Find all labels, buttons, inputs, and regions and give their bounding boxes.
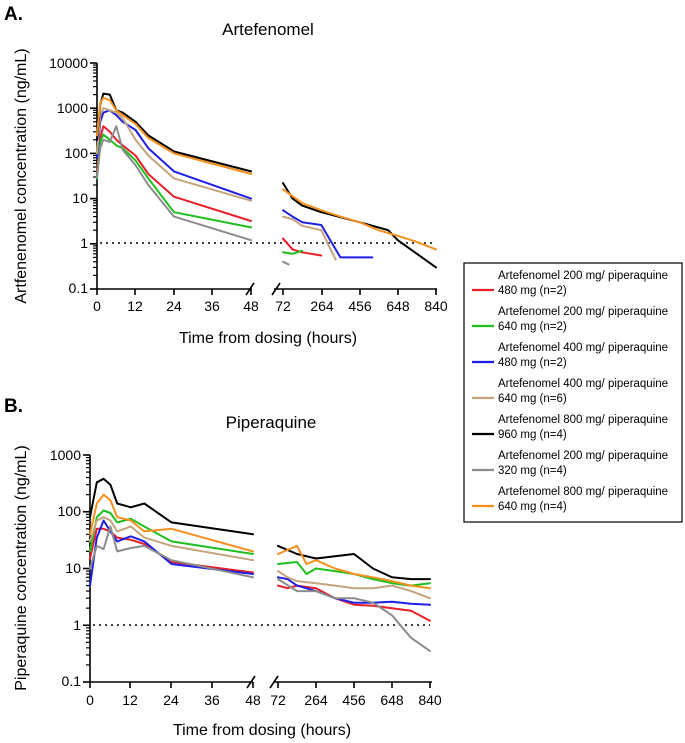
- legend-entry-label: 480 mg (n=2): [498, 357, 567, 369]
- y-tick-label: 10: [65, 560, 81, 576]
- panel-a-x-axis: 0 12 24 36 48 72 264 456 648 840: [93, 282, 448, 314]
- x-tick-label: 264: [304, 692, 328, 708]
- series-line: [282, 188, 437, 251]
- y-tick-label: 1: [73, 617, 81, 633]
- panel-a-y-axis-label: Artfenenomel concentration (ng/mL): [13, 48, 30, 303]
- series-line: [89, 477, 254, 536]
- legend-entry-label: 640 mg (n=6): [498, 393, 567, 405]
- legend-entry-label: Artefenomel 800 mg/ piperaquine: [498, 414, 668, 426]
- x-tick-label: 0: [93, 298, 101, 314]
- series-line: [96, 125, 252, 242]
- series-line: [89, 493, 254, 553]
- panel-b-letter: B.: [4, 396, 23, 417]
- series-line: [96, 133, 252, 229]
- panel-b-y-axis-label: Piperaquine concentration (ng/mL): [13, 445, 30, 690]
- series-line: [277, 570, 431, 600]
- series-line: [96, 92, 252, 173]
- x-tick-label: 72: [275, 298, 291, 314]
- series-line: [282, 260, 290, 266]
- legend-entry-label: Artefenomel 400 mg/ piperaquine: [498, 378, 668, 390]
- x-tick-label: 456: [348, 298, 372, 314]
- series-line: [89, 525, 254, 579]
- x-tick-label: 648: [386, 298, 410, 314]
- series-line: [277, 561, 431, 587]
- series-line: [96, 96, 252, 175]
- panel-b-x-axis: 0 12 24 36 48 72 264 456 648 840: [86, 675, 442, 708]
- x-tick-label: 72: [270, 692, 286, 708]
- panel-a-y-axis: 10000 1000 100 10 1 0.1: [49, 55, 98, 296]
- legend-entry-label: Artefenomel 200 mg/ piperaquine: [498, 306, 668, 318]
- y-tick-label: 100: [65, 145, 89, 161]
- x-tick-label: 12: [127, 298, 143, 314]
- x-tick-label: 36: [204, 692, 220, 708]
- legend-entry-label: 480 mg (n=2): [498, 285, 567, 297]
- panel-b-x-axis-label: Time from dosing (hours): [173, 722, 351, 739]
- y-tick-label: 10000: [49, 55, 88, 71]
- legend-entry-label: Artefenomel 800 mg/ piperaquine: [498, 486, 668, 498]
- x-tick-label: 648: [380, 692, 404, 708]
- series-line: [96, 107, 252, 202]
- series-line: [277, 578, 431, 653]
- y-tick-label: 10: [72, 190, 88, 206]
- panel-b: B. Piperaquine 1000 100 10 1 0.1 Piperaq…: [4, 396, 442, 739]
- legend-entry-label: Artefenomel 200 mg/ piperaquine: [498, 270, 668, 282]
- series-line: [282, 249, 304, 255]
- series-line: [96, 125, 252, 222]
- y-tick-label: 1: [80, 235, 88, 251]
- x-tick-label: 36: [204, 298, 220, 314]
- x-tick-label: 48: [243, 298, 259, 314]
- legend-entry-label: 320 mg (n=4): [498, 465, 567, 477]
- series-line: [282, 237, 323, 257]
- panel-a: A. Artefenomel 10000 1000 100 10 1 0.1 A…: [4, 4, 448, 347]
- series-line: [96, 109, 252, 200]
- panel-a-series: [96, 92, 437, 269]
- legend-entry-label: Artefenomel 400 mg/ piperaquine: [498, 342, 668, 354]
- x-tick-label: 12: [122, 692, 138, 708]
- series-line: [277, 576, 431, 606]
- y-tick-label: 100: [58, 503, 82, 519]
- x-tick-label: 48: [245, 692, 261, 708]
- series-line: [89, 509, 254, 555]
- x-tick-label: 24: [166, 298, 182, 314]
- legend-entry-label: 960 mg (n=4): [498, 429, 567, 441]
- legend-entry-label: 640 mg (n=2): [498, 321, 567, 333]
- x-tick-label: 840: [418, 692, 442, 708]
- legend-box: [463, 262, 683, 523]
- x-tick-label: 456: [342, 692, 366, 708]
- x-tick-label: 0: [86, 692, 94, 708]
- panel-b-title: Piperaquine: [226, 413, 317, 432]
- legend: Artefenomel 200 mg/ piperaquine 480 mg (…: [463, 262, 683, 523]
- series-line: [282, 182, 437, 269]
- x-tick-label: 264: [310, 298, 334, 314]
- panel-b-y-axis: 1000 100 10 1 0.1: [50, 447, 91, 689]
- y-tick-label: 0.1: [69, 280, 89, 296]
- series-line: [277, 544, 431, 590]
- panel-a-x-axis-label: Time from dosing (hours): [179, 330, 357, 347]
- y-tick-label: 1000: [57, 100, 88, 116]
- legend-entry-label: Artefenomel 200 mg/ piperaquine: [498, 450, 668, 462]
- y-tick-label: 1000: [50, 447, 81, 463]
- x-tick-label: 24: [163, 692, 179, 708]
- y-tick-label: 0.1: [62, 673, 82, 689]
- x-tick-label: 840: [424, 298, 448, 314]
- legend-entry-label: 640 mg (n=4): [498, 501, 567, 513]
- panel-b-series: [89, 477, 431, 653]
- series-line: [89, 516, 254, 562]
- series-line: [282, 209, 374, 259]
- series-line: [277, 544, 431, 581]
- panel-a-title: Artefenomel: [222, 20, 314, 39]
- series-line: [282, 215, 337, 261]
- panel-a-letter: A.: [4, 4, 23, 25]
